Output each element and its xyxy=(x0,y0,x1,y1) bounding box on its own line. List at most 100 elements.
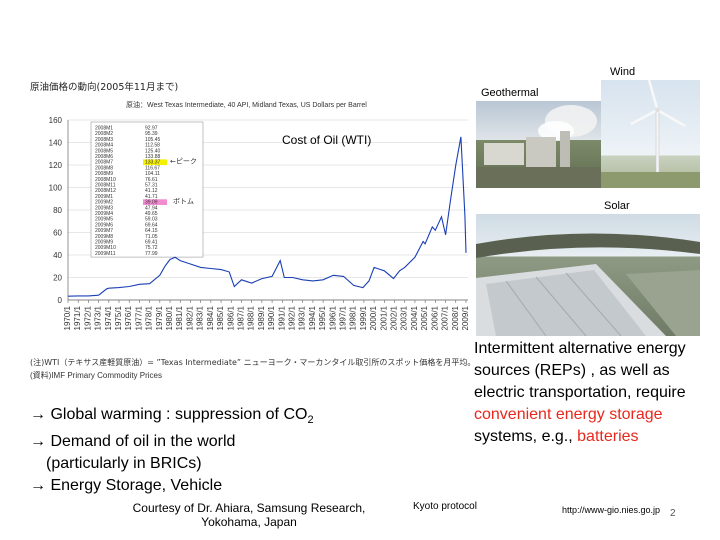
table-month: 2008M2 xyxy=(95,131,113,137)
table-month: 2009M6 xyxy=(95,222,113,228)
table-value: 41.71 xyxy=(145,194,158,200)
table-highlight xyxy=(143,159,167,166)
table-value: 133.37 xyxy=(145,160,161,166)
table-value: 133.88 xyxy=(145,154,161,160)
x-tick-label: 1974/1 xyxy=(104,305,113,330)
table-month: 2009M5 xyxy=(95,217,113,223)
table-value: 47.94 xyxy=(145,205,158,211)
wind-photo xyxy=(601,80,700,188)
solar-label: Solar xyxy=(604,200,630,212)
table-month: 2008M6 xyxy=(95,154,113,160)
table-month: 2009M4 xyxy=(95,211,113,217)
table-month: 2008M11 xyxy=(95,183,116,189)
x-tick-label: 1983/1 xyxy=(196,305,205,330)
drivers-list: → Global warming : suppression of CO2 → … xyxy=(30,404,314,497)
table-month: 2008M8 xyxy=(95,165,113,171)
x-tick-label: 1977/1 xyxy=(134,305,143,330)
table-value: 69.64 xyxy=(145,222,158,228)
x-tick-label: 2000/1 xyxy=(369,305,378,330)
wind-turbine-icon xyxy=(601,80,700,188)
x-axis-ticks: 1970/1 1971/1 1972/1 1973/1 1974/1 1975/1 1976… xyxy=(63,300,470,330)
wti-price-line xyxy=(67,136,467,297)
x-tick-label: 2009/1 xyxy=(461,305,470,330)
table-month: 2008M10 xyxy=(95,177,116,183)
table-value: 57.31 xyxy=(145,183,158,189)
x-tick-label: 2003/1 xyxy=(400,305,409,330)
table-value: 39.09 xyxy=(145,200,158,206)
chart-footnote-1: (注)WTI（テキサス産軽質原油）= ”Texas Intermediate” … xyxy=(30,358,476,367)
y-tick-label: 120 xyxy=(49,161,63,170)
chart-jp-title: 原油価格の動向(2005年11月まで) xyxy=(30,81,178,93)
rep-text-highlight: convenient energy storage xyxy=(474,406,663,423)
x-tick-label: 1984/1 xyxy=(206,305,215,330)
courtesy-credit: Courtesy of Dr. Ahiara, Samsung Research… xyxy=(132,501,366,529)
table-value: 92.97 xyxy=(145,126,158,132)
x-tick-label: 1986/1 xyxy=(226,305,235,330)
x-tick-label: 1996/1 xyxy=(328,305,337,330)
table-month: 2009M3 xyxy=(95,205,113,211)
table-month: 2009M11 xyxy=(95,251,116,257)
peak-label: ←ピーク xyxy=(170,158,197,166)
x-tick-label: 1990/1 xyxy=(267,305,276,330)
x-tick-label: 1980/1 xyxy=(165,305,174,330)
geothermal-photo xyxy=(476,101,601,188)
x-tick-label: 1979/1 xyxy=(155,305,164,330)
x-tick-label: 1970/1 xyxy=(63,305,72,330)
x-tick-label: 1992/1 xyxy=(287,305,296,330)
table-value: 76.61 xyxy=(145,177,158,183)
table-month: 2009M7 xyxy=(95,228,113,234)
table-value: 75.72 xyxy=(145,245,158,251)
table-value: 105.45 xyxy=(145,137,161,143)
table-value: 104.11 xyxy=(145,171,160,177)
source-url: http://www-gio.nies.go.jp xyxy=(562,505,661,515)
x-tick-label: 1972/1 xyxy=(83,305,92,330)
page-number: 2 xyxy=(670,508,676,519)
x-tick-label: 1997/1 xyxy=(339,305,348,330)
table-value: 69.41 xyxy=(145,240,158,246)
geothermal-plant-icon xyxy=(476,105,601,188)
x-tick-label: 1985/1 xyxy=(216,305,225,330)
solar-photo xyxy=(476,214,700,336)
rep-text-batteries: batteries xyxy=(577,428,639,445)
table-month: 2008M4 xyxy=(95,143,113,149)
table-month: 2008M7 xyxy=(95,160,113,166)
x-tick-label: 1994/1 xyxy=(308,305,317,330)
drivers-item-oil-demand: → Demand of oil in the world xyxy=(30,433,236,451)
table-value: 64.15 xyxy=(145,228,158,234)
rep-paragraph: Intermittent alternative energy sources … xyxy=(474,338,720,448)
wind-label: Wind xyxy=(610,66,636,78)
y-tick-label: 60 xyxy=(53,229,62,238)
x-tick-label: 2007/1 xyxy=(441,305,450,330)
table-value: 95.39 xyxy=(145,131,158,137)
x-tick-label: 1973/1 xyxy=(94,305,103,330)
y-tick-label: 20 xyxy=(53,274,62,283)
y-tick-label: 160 xyxy=(49,116,63,125)
rep-text-part3: systems, e.g., xyxy=(474,428,573,445)
y-tick-label: 100 xyxy=(49,184,63,193)
x-tick-label: 1988/1 xyxy=(247,305,256,330)
x-tick-label: 2004/1 xyxy=(410,305,419,330)
x-tick-label: 1991/1 xyxy=(277,305,286,330)
x-tick-label: 1989/1 xyxy=(257,305,266,330)
table-value: 125.40 xyxy=(145,148,161,154)
table-value: 116.67 xyxy=(145,165,160,171)
drivers-item-energy-storage: → Energy Storage, Vehicle xyxy=(30,477,223,495)
table-month: 2008M9 xyxy=(95,171,113,177)
geothermal-label: Geothermal xyxy=(481,87,539,99)
table-month: 2008M12 xyxy=(95,188,116,194)
kyoto-protocol-label: Kyoto protocol xyxy=(413,501,477,512)
x-tick-label: 1981/1 xyxy=(175,305,184,330)
drivers-item-brics: (particularly in BRICs) xyxy=(46,455,202,473)
y-tick-label: 0 xyxy=(58,296,63,305)
x-tick-label: 2005/1 xyxy=(420,305,429,330)
y-tick-label: 140 xyxy=(49,139,63,148)
x-tick-label: 1995/1 xyxy=(318,305,327,330)
drivers-item-global-warming: → Global warming : suppression of CO2 xyxy=(30,406,314,427)
y-axis-ticks: 0 20 40 60 80 100 120 140 160 xyxy=(49,116,63,305)
table-month: 2009M2 xyxy=(95,200,113,206)
rep-text-part1: Intermittent alternative energy sources … xyxy=(474,340,686,401)
chart-footnote-2: (資料)IMF Primary Commodity Prices xyxy=(30,371,163,380)
table-month: 2009M1 xyxy=(95,194,113,200)
co2-subscript: 2 xyxy=(307,414,314,427)
x-tick-label: 2006/1 xyxy=(430,305,439,330)
